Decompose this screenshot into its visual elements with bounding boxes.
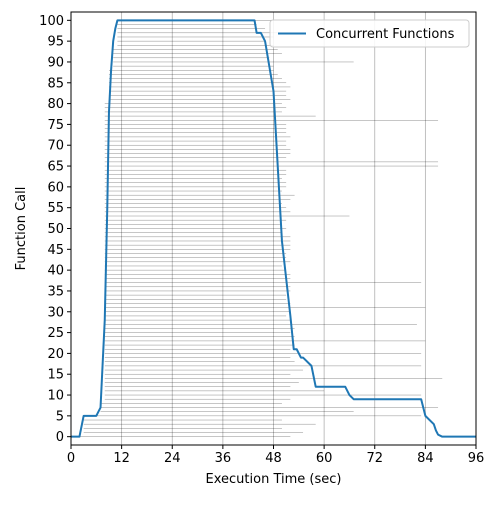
y-tick-label: 100: [39, 14, 64, 29]
y-tick-label: 0: [56, 430, 64, 445]
x-tick-label: 36: [215, 451, 232, 466]
x-axis-label: Execution Time (sec): [206, 472, 342, 487]
y-tick-label: 40: [47, 264, 64, 279]
legend-box: [269, 19, 470, 48]
x-tick-label: 0: [67, 451, 75, 466]
y-tick-label: 30: [47, 305, 64, 320]
y-tick-label: 90: [47, 55, 64, 70]
y-tick-label: 75: [47, 118, 64, 133]
y-tick-label: 15: [47, 368, 64, 383]
y-tick-label: 60: [47, 180, 64, 195]
x-tick-label: 60: [316, 451, 333, 466]
x-axis-ticks: 0 12 24 36 48 60 72 84 96: [67, 445, 484, 466]
x-tick-label: 12: [113, 451, 130, 466]
x-tick-label: 96: [468, 451, 485, 466]
interval-lines: [79, 20, 443, 437]
x-tick-label: 24: [164, 451, 181, 466]
legend: Concurrent Functions: [269, 19, 470, 48]
y-axis-label: Function Call: [14, 187, 29, 271]
y-tick-label: 45: [47, 243, 64, 258]
series-lines: [71, 19, 476, 438]
y-tick-label: 5: [56, 409, 64, 424]
y-tick-label: 70: [47, 139, 64, 154]
y-tick-label: 25: [47, 326, 64, 341]
y-tick-label: 35: [47, 284, 64, 299]
legend-label: Concurrent Functions: [316, 27, 455, 42]
y-tick-label: 55: [47, 201, 64, 216]
y-axis-ticks: 0 5 10 15 20 25 30 35 40 45 50 55 60 65 70 75 80 85 90 95 10…: [39, 14, 71, 445]
series-line: [71, 19, 476, 438]
y-tick-label: 85: [47, 76, 64, 91]
y-tick-label: 80: [47, 97, 64, 112]
y-tick-label: 65: [47, 160, 64, 175]
y-tick-label: 50: [47, 222, 64, 237]
y-tick-label: 10: [47, 389, 64, 404]
y-tick-label: 20: [47, 347, 64, 362]
x-tick-label: 48: [265, 451, 282, 466]
x-tick-label: 84: [417, 451, 434, 466]
x-tick-label: 72: [366, 451, 383, 466]
y-tick-label: 95: [47, 35, 64, 50]
